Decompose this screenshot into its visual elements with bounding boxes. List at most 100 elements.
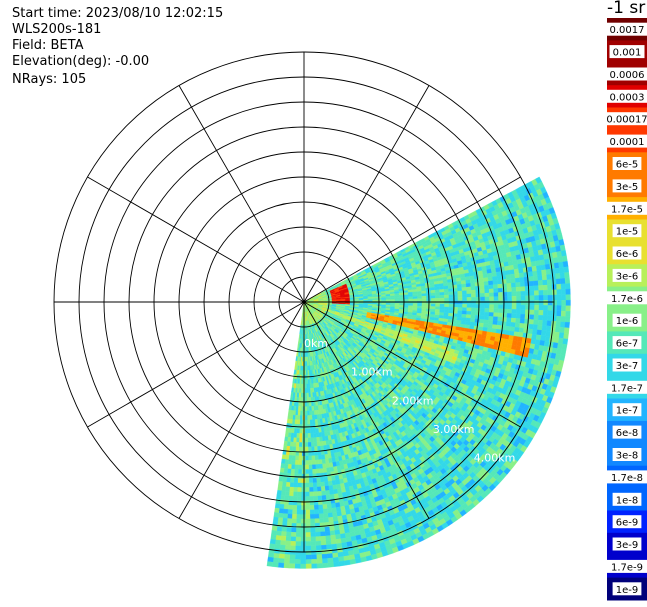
heatmap-cell [552,305,558,311]
heatmap-cell [541,330,547,337]
heatmap-cell [444,294,450,299]
heatmap-cell [507,308,513,314]
heatmap-cell [363,300,369,302]
heatmap-cell [519,323,525,329]
heatmap-cell [488,316,494,321]
heatmap-cell [533,314,539,321]
heatmap-cell [518,272,525,278]
heatmap-cell [457,294,463,298]
heatmap-cell [565,310,571,318]
heatmap-cell [430,292,436,296]
heatmap-cell [516,295,522,301]
heatmap-cell [457,297,463,302]
heatmap-cell [480,304,486,309]
heatmap-cell [489,296,495,301]
heatmap-cell [474,282,480,287]
heatmap-cell [529,309,535,316]
heatmap-cell [509,330,515,337]
heatmap-cell [556,315,562,322]
heatmap-cell [457,304,463,308]
heatmap-cell [475,315,481,320]
heatmap-cell [550,273,557,280]
heatmap-cell [475,311,481,316]
heatmap-cell [497,312,503,318]
heatmap-cell [462,307,468,312]
heatmap-cell [552,294,558,301]
heatmap-cell [551,315,557,322]
heatmap-cell [480,296,486,301]
heatmap-cell [471,300,477,305]
heatmap-cell [547,310,553,317]
heatmap-cell [412,305,418,309]
heatmap-cell [564,277,571,284]
heatmap-cell [493,288,499,293]
heatmap-cell [515,313,521,319]
heatmap-cell [461,290,467,295]
heatmap-cell [399,303,405,306]
heatmap-cell [546,325,552,332]
heatmap-cell [561,300,567,306]
heatmap-cell [488,319,494,325]
heatmap-cell [493,300,499,305]
heatmap-cell [555,321,561,328]
heatmap-cell [520,295,526,301]
heatmap-cell [354,300,360,302]
heatmap-cell [510,317,517,323]
heatmap-cell [421,290,427,294]
heatmap-cell [408,303,414,306]
heatmap-cell [435,303,441,307]
heatmap-cell [421,308,427,312]
heatmap-cell [385,299,391,302]
heatmap-cell [565,316,571,323]
heatmap-cell [417,296,423,299]
heatmap-cell [457,310,463,315]
heatmap-cell [543,300,549,306]
heatmap-cell [444,297,450,302]
heatmap-cell [493,296,499,301]
heatmap-cell [511,304,517,310]
heatmap-cell [448,303,454,308]
heatmap-cell [560,250,567,257]
heatmap-cell [482,273,489,279]
heatmap-cell [412,296,418,300]
heatmap-cell [408,294,414,298]
heatmap-cell [533,280,539,287]
heatmap-cell [479,315,485,320]
heatmap-cell [466,304,472,308]
heatmap-cell [565,305,571,312]
heatmap-cell [560,283,566,290]
heatmap-cell [434,309,440,313]
heatmap-cell [403,298,409,302]
heatmap-cell [479,289,485,294]
heatmap-cell [381,297,387,300]
heatmap-cell [544,263,551,270]
heatmap-cell [488,280,494,286]
heatmap-cell [515,286,521,292]
heatmap-cell [551,320,557,327]
heatmap-cell [532,270,538,277]
heatmap-cell [461,314,467,319]
heatmap-cell [466,314,472,319]
heatmap-cell [560,316,566,323]
heatmap-cell [556,310,562,317]
heatmap-cell [403,294,409,298]
heatmap-cell [496,320,503,326]
heatmap-cell [529,290,535,296]
heatmap-cell [489,292,495,297]
heatmap-cell [520,300,526,306]
heatmap-cell [457,287,463,292]
heatmap-cell [471,293,477,298]
heatmap-cell [492,276,498,281]
heatmap-cell [561,343,568,351]
heatmap-cell [540,335,546,342]
heatmap-cell [551,284,557,291]
heatmap-cell [489,308,495,313]
heatmap-cell [462,300,468,305]
heatmap-cell [394,303,400,306]
heatmap-cell [457,300,463,305]
heatmap-cell [551,310,557,317]
heatmap-cell [498,300,504,305]
heatmap-cell [547,289,553,296]
heatmap-cell [547,294,553,301]
